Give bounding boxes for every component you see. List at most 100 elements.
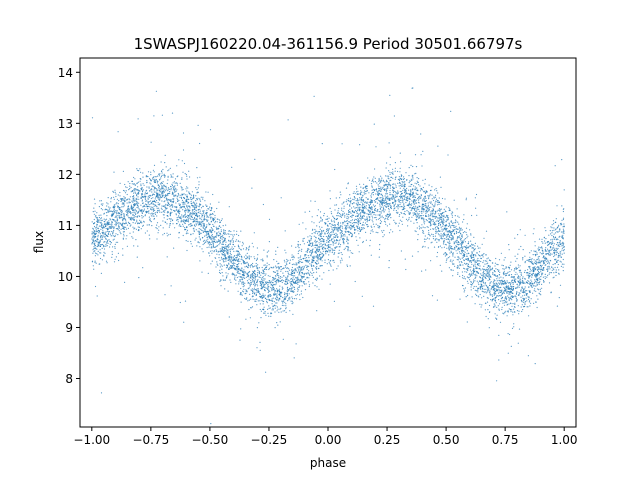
data-point — [182, 225, 184, 227]
data-point — [508, 299, 510, 302]
data-point — [549, 268, 551, 270]
data-point — [232, 234, 234, 236]
data-point — [335, 197, 337, 199]
data-point — [401, 197, 403, 200]
data-point — [527, 280, 529, 282]
data-point — [214, 217, 216, 219]
data-point — [91, 236, 94, 238]
data-point — [284, 283, 286, 285]
data-point — [167, 210, 169, 213]
data-point — [370, 225, 372, 227]
data-point — [360, 217, 362, 219]
data-point — [299, 272, 301, 274]
data-point — [536, 284, 538, 286]
data-point — [198, 242, 200, 244]
data-point — [300, 255, 302, 257]
data-point — [139, 168, 141, 170]
data-point — [159, 191, 161, 193]
data-point — [111, 223, 113, 226]
data-point — [539, 281, 541, 283]
data-point — [166, 256, 168, 258]
data-point — [334, 209, 336, 211]
data-point — [380, 211, 382, 213]
data-point — [199, 199, 201, 201]
data-point — [386, 193, 388, 195]
data-point — [425, 206, 427, 209]
data-point — [379, 226, 381, 228]
data-point — [432, 219, 434, 221]
data-point — [385, 179, 388, 181]
data-point — [494, 288, 496, 290]
data-point — [308, 265, 310, 267]
data-point — [146, 224, 148, 226]
data-point — [187, 198, 189, 200]
data-point — [371, 189, 373, 191]
data-point — [320, 256, 322, 258]
data-point — [349, 208, 351, 210]
data-point — [343, 222, 345, 224]
data-point — [163, 217, 165, 219]
data-point — [248, 278, 250, 280]
data-point — [310, 242, 312, 244]
data-point — [215, 250, 217, 252]
data-point — [98, 245, 100, 247]
data-point — [482, 268, 484, 270]
data-point — [236, 254, 238, 256]
data-point — [134, 212, 136, 214]
data-point — [478, 260, 480, 262]
data-point — [417, 181, 419, 184]
data-point — [487, 309, 489, 311]
data-point — [129, 196, 131, 198]
data-point — [528, 297, 530, 299]
data-point — [300, 293, 302, 295]
data-point — [489, 291, 491, 293]
data-point — [134, 188, 136, 190]
data-point — [529, 300, 531, 302]
data-point — [137, 245, 139, 247]
data-point — [506, 272, 508, 274]
data-point — [182, 203, 184, 205]
data-point — [196, 199, 198, 201]
data-point — [275, 302, 277, 304]
data-point — [467, 267, 469, 269]
data-point — [444, 243, 446, 246]
data-point — [560, 256, 562, 258]
data-point — [196, 245, 198, 247]
data-point — [222, 253, 224, 255]
data-point — [333, 253, 335, 255]
data-point — [100, 238, 102, 240]
data-point — [159, 198, 161, 200]
data-point — [541, 261, 543, 263]
data-point — [344, 216, 346, 218]
data-point — [392, 196, 395, 198]
data-point — [401, 209, 403, 211]
data-point — [534, 241, 536, 243]
data-point — [361, 205, 363, 207]
data-point — [542, 242, 544, 244]
data-point — [142, 176, 144, 178]
data-point — [226, 249, 228, 251]
data-point — [135, 192, 137, 194]
data-point — [429, 195, 431, 197]
data-point — [471, 296, 473, 298]
data-point — [220, 229, 222, 231]
data-point — [275, 250, 277, 252]
data-point — [224, 254, 226, 256]
data-point — [265, 273, 267, 275]
data-point — [375, 223, 377, 225]
data-point — [455, 245, 457, 247]
data-point — [284, 292, 286, 294]
data-point — [510, 261, 512, 263]
data-point — [405, 268, 407, 271]
data-point — [174, 227, 176, 229]
data-point — [330, 238, 333, 240]
data-point — [100, 228, 102, 230]
data-point — [115, 212, 117, 214]
data-point — [194, 216, 196, 219]
data-point — [286, 260, 288, 263]
data-point — [256, 258, 258, 260]
data-point — [322, 250, 324, 252]
data-point — [296, 271, 298, 273]
data-point — [444, 255, 446, 257]
data-point — [510, 274, 513, 276]
